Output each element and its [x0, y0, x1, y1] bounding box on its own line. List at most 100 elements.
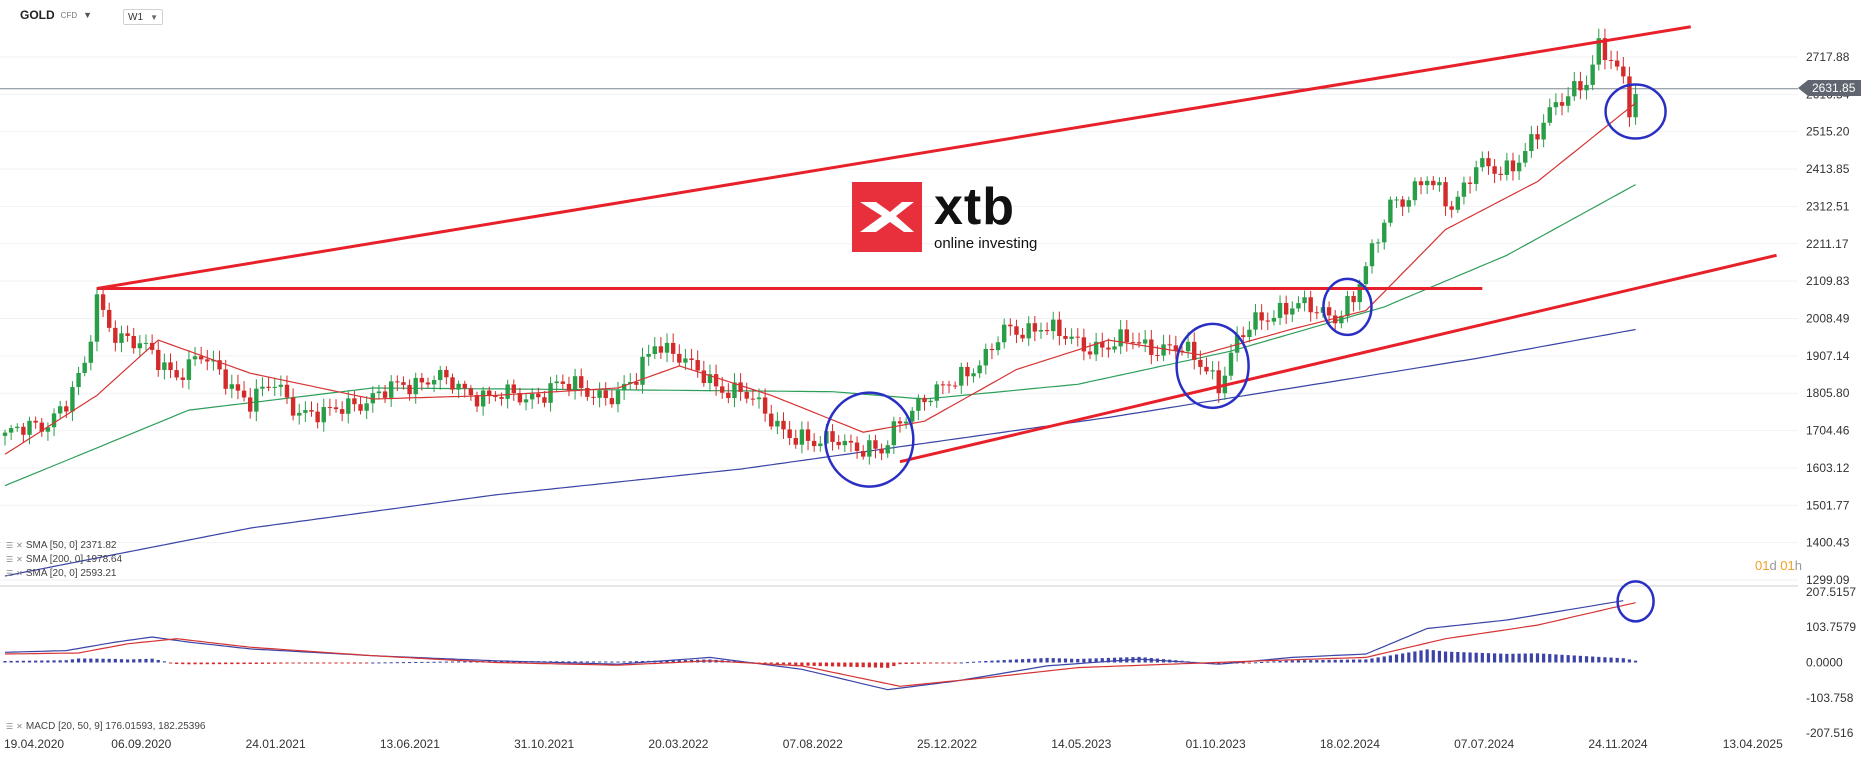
close-icon[interactable]: ✕: [16, 722, 23, 731]
time-axis[interactable]: 19.04.2020 06.09.2020 24.01.2021 13.06.2021…: [4, 737, 1783, 751]
macd-tick-label: 103.7579: [1806, 620, 1856, 634]
macd-legend[interactable]: ☰ ✕ MACD [20, 50, 9] 176.01593, 182.25396: [6, 721, 205, 732]
price-tick-label: 1603.12: [1806, 461, 1850, 475]
candle-body: [983, 348, 988, 366]
macd-histogram-bar: [1615, 657, 1619, 663]
candle-body: [971, 373, 976, 377]
candle-body: [634, 382, 639, 385]
macd-histogram-bar: [1284, 660, 1288, 663]
candle-body: [830, 431, 835, 442]
candle-body: [266, 386, 271, 388]
macd-histogram-bar: [58, 660, 62, 663]
candle-body: [1516, 162, 1522, 172]
macd-histogram-bar: [1505, 653, 1509, 663]
macd-histogram-bar: [1627, 659, 1632, 663]
candle-body: [1375, 242, 1381, 244]
candle-body: [628, 382, 633, 384]
trendlines: [96, 25, 1777, 464]
time-tick-label: 18.02.2024: [1320, 737, 1380, 751]
candle-body: [1400, 199, 1405, 207]
trendline: [96, 25, 1691, 290]
candle-body: [168, 362, 173, 371]
candle-body: [658, 346, 664, 353]
macd-histogram-bar: [1345, 659, 1350, 663]
candle-body: [499, 397, 504, 399]
candle-body: [180, 377, 185, 380]
macd-histogram-bar: [812, 662, 816, 666]
candle-body: [928, 400, 933, 403]
macd-histogram-bar: [316, 662, 320, 664]
macd-histogram-bar: [1376, 657, 1380, 663]
macd-histogram-bar: [426, 661, 430, 663]
macd-histogram-bar: [1419, 650, 1423, 663]
macd-histogram-bar: [567, 661, 571, 663]
candle-body: [27, 420, 32, 435]
macd-histogram-bar: [628, 661, 632, 663]
macd-histogram-bar: [162, 661, 166, 663]
chevron-down-icon[interactable]: ▼: [83, 10, 93, 20]
candle-body: [1100, 341, 1105, 348]
candle-body: [1210, 370, 1215, 372]
candle-body: [910, 410, 915, 422]
macd-histogram-bar: [1542, 653, 1546, 663]
macd-histogram-bar: [1112, 657, 1117, 663]
settings-icon[interactable]: ☰: [6, 722, 14, 731]
macd-tick-label: -103.758: [1806, 691, 1854, 705]
candle-body: [229, 384, 235, 389]
candle-body: [1523, 151, 1528, 163]
price-axis[interactable]: 2717.882616.542515.202413.852312.512211.…: [1806, 50, 1856, 740]
candle-body: [965, 366, 970, 377]
macd-histogram-bar: [824, 662, 829, 667]
price-tick-label: 2413.85: [1806, 162, 1850, 176]
candle-body: [370, 393, 375, 404]
candle-body: [536, 393, 541, 398]
candle-body: [1314, 312, 1320, 314]
macd-histogram-bar: [236, 662, 240, 665]
time-tick-label: 24.01.2021: [246, 737, 306, 751]
macd-histogram-bar: [1450, 651, 1454, 663]
sma50-legend[interactable]: ☰ ✕ SMA [50, 0] 2371.82: [6, 540, 117, 551]
sma20-path: [4, 102, 1636, 455]
close-icon[interactable]: ✕: [16, 555, 23, 564]
macd-tick-label: 0.0000: [1806, 655, 1843, 669]
candle-body: [1192, 341, 1197, 360]
time-tick-label: 25.12.2022: [917, 737, 977, 751]
macd-histogram-bar: [671, 660, 675, 663]
highlight-circle: [1604, 83, 1667, 140]
candle-body: [1535, 134, 1540, 140]
candle-body: [1565, 96, 1571, 106]
symbol-header[interactable]: GOLD CFD ▼: [20, 8, 92, 22]
macd-histogram-bar: [52, 660, 56, 663]
sma200-legend[interactable]: ☰ ✕ SMA [200, 0] 1978.64: [6, 554, 122, 565]
close-icon[interactable]: ✕: [16, 541, 23, 550]
candle-body: [1467, 182, 1473, 184]
macd-histogram-bar: [1633, 660, 1638, 663]
candle-body: [33, 420, 38, 423]
macd-histogram-bar: [1321, 659, 1325, 663]
macd-histogram-bar: [168, 662, 173, 664]
macd-histogram-bar: [978, 661, 982, 663]
candle-body: [321, 407, 326, 423]
candle-body: [8, 428, 14, 433]
candle-body: [278, 384, 284, 387]
sma20-legend[interactable]: ☰ ✕ SMA [20, 0] 2593.21: [6, 568, 117, 579]
candle-body: [609, 398, 615, 405]
sma200-line: [4, 328, 1636, 577]
candle-body: [811, 440, 817, 447]
settings-icon[interactable]: ☰: [6, 555, 14, 564]
macd-histogram-bar: [1027, 658, 1031, 663]
candle-body: [511, 384, 516, 394]
macd-histogram-bar: [1492, 653, 1497, 663]
macd-histogram-bar: [70, 659, 75, 663]
macd-histogram-bar: [1057, 658, 1061, 663]
candle-body: [1584, 84, 1589, 91]
candle-body: [621, 383, 627, 391]
settings-icon[interactable]: ☰: [6, 541, 14, 550]
candle-body: [474, 395, 480, 407]
candle-body: [517, 393, 523, 403]
candle-body: [891, 421, 897, 446]
timeframe-select[interactable]: W1 ▼: [123, 9, 163, 25]
close-icon[interactable]: ✕: [16, 569, 23, 578]
settings-icon[interactable]: ☰: [6, 569, 14, 578]
